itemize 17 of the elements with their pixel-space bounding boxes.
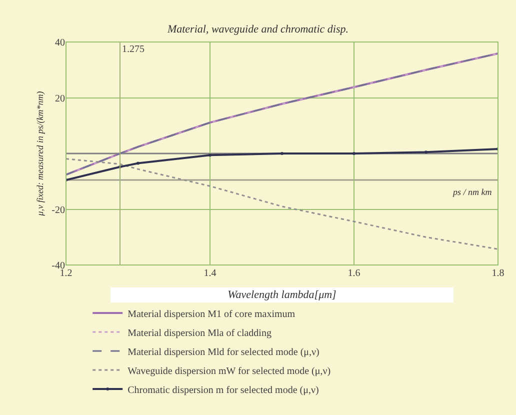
chart-title: Material, waveguide and chromatic disp. <box>166 24 349 36</box>
ref-line-label: 1.275 <box>122 44 144 55</box>
x-axis-title: Wavelength lambda[μm] <box>228 289 336 301</box>
annotation: ps / nm km <box>452 187 492 197</box>
y-tick-label: 40 <box>55 38 65 48</box>
x-tick-label: 1.8 <box>492 268 504 279</box>
x-tick-label: 1.6 <box>348 268 360 279</box>
x-tick-label: 1.2 <box>60 268 72 279</box>
legend-label: Chromatic dispersion m for selected mode (μ,ν) <box>128 384 319 396</box>
x-tick-label: 1.4 <box>204 268 216 279</box>
legend-label: Material dispersion Mld for selected mode (μ,ν) <box>128 346 320 358</box>
y-tick-label: -20 <box>52 204 65 216</box>
legend-label: Material dispersion Mla of cladding <box>128 328 272 339</box>
y-axis-title: μ,ν fixed: measured in ps/(km*nm) <box>35 91 46 217</box>
y-tick-label: 20 <box>55 93 65 104</box>
legend-label: Waveguide dispersion mW for selected mode (μ,ν) <box>128 366 331 377</box>
legend-label: Material dispersion M1 of core maximum <box>128 308 296 320</box>
